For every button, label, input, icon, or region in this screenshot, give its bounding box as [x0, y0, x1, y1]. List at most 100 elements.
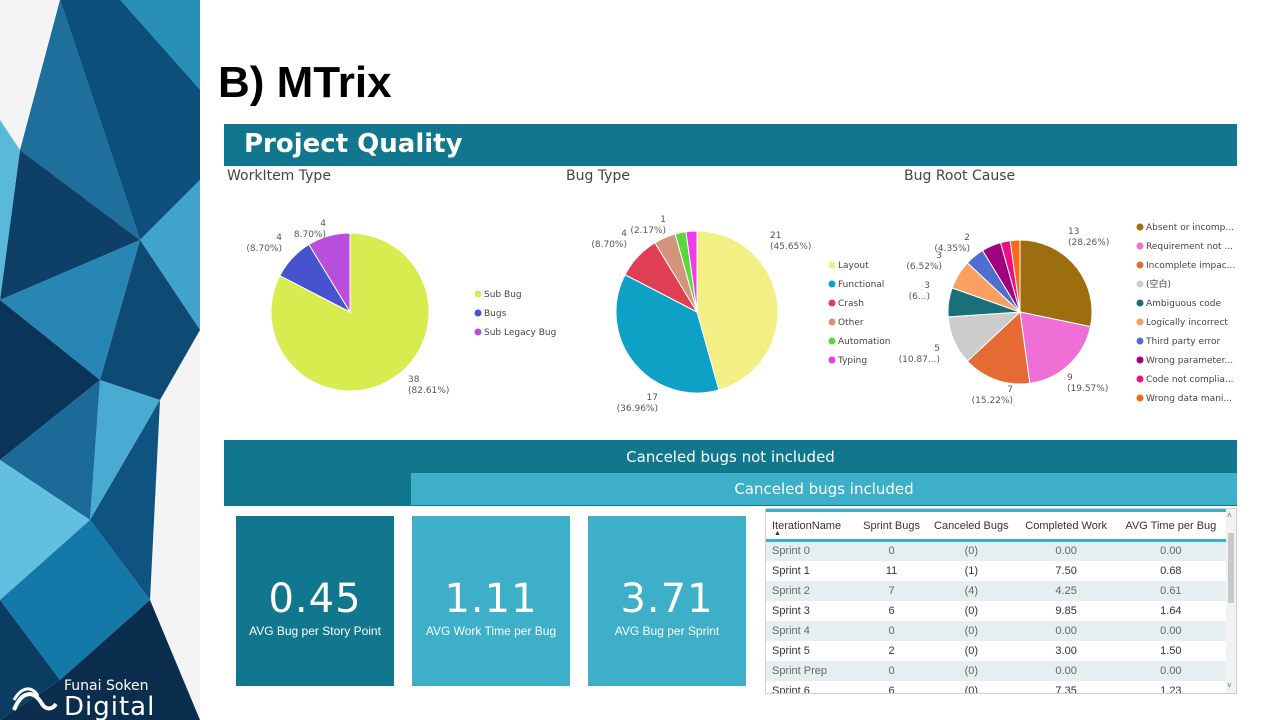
iteration-table-visual[interactable]: IterationName ▲ Sprint Bugs Canceled Bugs… — [765, 508, 1237, 694]
table-cell: Sprint 3 — [772, 604, 810, 617]
legend-marker — [828, 337, 836, 345]
table-cell: (0) — [964, 684, 979, 694]
column-header-label: Completed Work — [1025, 519, 1107, 532]
band-not-included-label: Canceled bugs not included — [626, 448, 835, 466]
table-row[interactable]: Sprint 2 7 (4) 4.25 0.61 — [766, 580, 1226, 601]
canceled-included-band: Canceled bugs included — [411, 473, 1237, 505]
pie-slice — [615, 274, 720, 394]
report-header: Project Quality — [224, 124, 1237, 166]
scrollbar-thumb[interactable] — [1228, 533, 1234, 603]
scroll-down-icon[interactable]: ˅ — [1227, 681, 1232, 690]
data-label: 3 — [936, 251, 942, 261]
data-label: 38 — [408, 375, 420, 385]
kpi-card-bug-per-sprint[interactable]: 3.71 AVG Bug per Sprint — [588, 516, 746, 686]
table-cell: 0.00 — [1016, 540, 1116, 561]
sort-ascending-icon: ▲ — [774, 530, 781, 537]
pie-slice — [624, 242, 699, 314]
table-cell: 0.00 — [1115, 540, 1226, 561]
table-cell: 0.00 — [1016, 660, 1116, 681]
legend-marker — [828, 356, 836, 364]
column-header-sprint-bugs[interactable]: Sprint Bugs — [857, 509, 927, 542]
legend-marker — [828, 318, 836, 326]
table-cell: 2 — [888, 644, 895, 657]
pie-slice — [270, 232, 430, 392]
kpi-label: AVG Bug per Sprint — [614, 624, 720, 638]
legend-label: Layout — [838, 261, 869, 271]
table-row[interactable]: Sprint 5 2 (0) 3.00 1.50 — [766, 641, 1226, 661]
iteration-table: IterationName ▲ Sprint Bugs Canceled Bugs… — [766, 509, 1226, 694]
legend-marker — [1136, 356, 1144, 364]
pie-slice — [966, 310, 1031, 385]
table-header-row: IterationName ▲ Sprint Bugs Canceled Bugs… — [766, 509, 1226, 542]
table-row[interactable]: Sprint 6 6 (0) 7.35 1.23 — [766, 681, 1226, 694]
data-label-percent: (10.87...) — [899, 355, 940, 365]
legend-label: Other — [838, 318, 864, 328]
legend-marker — [1136, 375, 1144, 383]
column-header-label: IterationName — [772, 519, 842, 532]
table-cell: Sprint 2 — [766, 580, 858, 601]
column-header-completed-work[interactable]: Completed Work — [1016, 509, 1116, 542]
table-cell: 0.00 — [1115, 620, 1226, 641]
table-scrollbar[interactable]: ˄ ˅ — [1226, 509, 1236, 693]
pie-slice — [308, 232, 351, 314]
column-header-avg-time[interactable]: AVG Time per Bug — [1115, 509, 1226, 542]
column-header-label: AVG Time per Bug — [1125, 519, 1217, 532]
data-label-percent: (15.22%) — [972, 396, 1013, 406]
table-cell: 1.23 — [1160, 684, 1182, 694]
table-cell: 0 — [857, 660, 927, 681]
chart-title-rootcause: Bug Root Cause — [904, 168, 1016, 184]
data-label-percent: (4.35%) — [934, 244, 970, 254]
logo-line1: Funai Soken — [64, 678, 149, 694]
table-cell: 7 — [857, 580, 927, 601]
legend-marker — [1136, 337, 1144, 345]
scroll-up-icon[interactable]: ˄ — [1227, 511, 1232, 520]
table-cell: Sprint 1 — [772, 564, 810, 577]
kpi-label: AVG Work Time per Bug — [425, 624, 557, 638]
chart-title-workitem: WorkItem Type — [227, 168, 331, 184]
table-cell: Sprint 5 — [772, 644, 810, 657]
legend-label: Wrong parameter... — [1146, 356, 1233, 366]
kpi-value: 3.71 — [620, 576, 714, 622]
data-label-percent: 8.70%) — [294, 230, 326, 240]
table-cell: (0) — [964, 604, 979, 617]
data-label: 17 — [647, 393, 658, 403]
table-cell: 0.61 — [1115, 580, 1226, 601]
pie-slice — [654, 233, 698, 313]
legend-marker — [474, 328, 482, 336]
logo-line2: Digital — [64, 692, 156, 720]
table-row[interactable]: Sprint 0 0 (0) 0.00 0.00 — [766, 540, 1226, 561]
table-cell: 0 — [857, 620, 927, 641]
pie-slice — [1019, 239, 1093, 328]
data-label: 13 — [1068, 227, 1079, 237]
table-row[interactable]: Sprint 4 0 (0) 0.00 0.00 — [766, 620, 1226, 641]
table-cell: (0) — [926, 660, 1017, 681]
table-cell: Sprint Prep — [766, 660, 858, 681]
slide-title: B) MTrix — [218, 58, 392, 107]
legend-label: Bugs — [484, 309, 507, 319]
legend-marker — [828, 299, 836, 307]
table-cell: 11 — [885, 564, 898, 577]
kpi-card-work-time-per-bug[interactable]: 1.11 AVG Work Time per Bug — [412, 516, 570, 686]
legend-label: Logically incorrect — [1146, 318, 1228, 328]
pie-slice — [999, 240, 1021, 313]
legend-marker — [1136, 394, 1144, 402]
table-row[interactable]: Sprint 1 11 (1) 7.50 0.68 — [766, 561, 1226, 581]
pie-slice — [951, 262, 1021, 313]
column-header-canceled-bugs[interactable]: Canceled Bugs — [926, 509, 1017, 542]
table-cell: 0.00 — [1016, 620, 1116, 641]
column-header-iteration[interactable]: IterationName ▲ — [766, 509, 858, 542]
pie-slice — [947, 287, 1021, 318]
table-cell: (0) — [964, 644, 979, 657]
kpi-card-bug-per-story-point[interactable]: 0.45 AVG Bug per Story Point — [236, 516, 394, 686]
table-cell: 1.50 — [1160, 644, 1182, 657]
table-row[interactable]: Sprint Prep 0 (0) 0.00 0.00 — [766, 660, 1226, 681]
legend-label: Wrong data mani... — [1146, 394, 1232, 404]
legend-marker — [828, 261, 836, 269]
legend-label: Typing — [837, 356, 867, 366]
table-cell: 0 — [857, 540, 927, 561]
legend-marker — [1136, 242, 1144, 250]
table-cell: 9.85 — [1055, 604, 1077, 617]
table-cell: 1.64 — [1160, 604, 1182, 617]
table-row[interactable]: Sprint 3 6 (0) 9.85 1.64 — [766, 601, 1226, 621]
table-cell: Sprint 4 — [766, 620, 858, 641]
